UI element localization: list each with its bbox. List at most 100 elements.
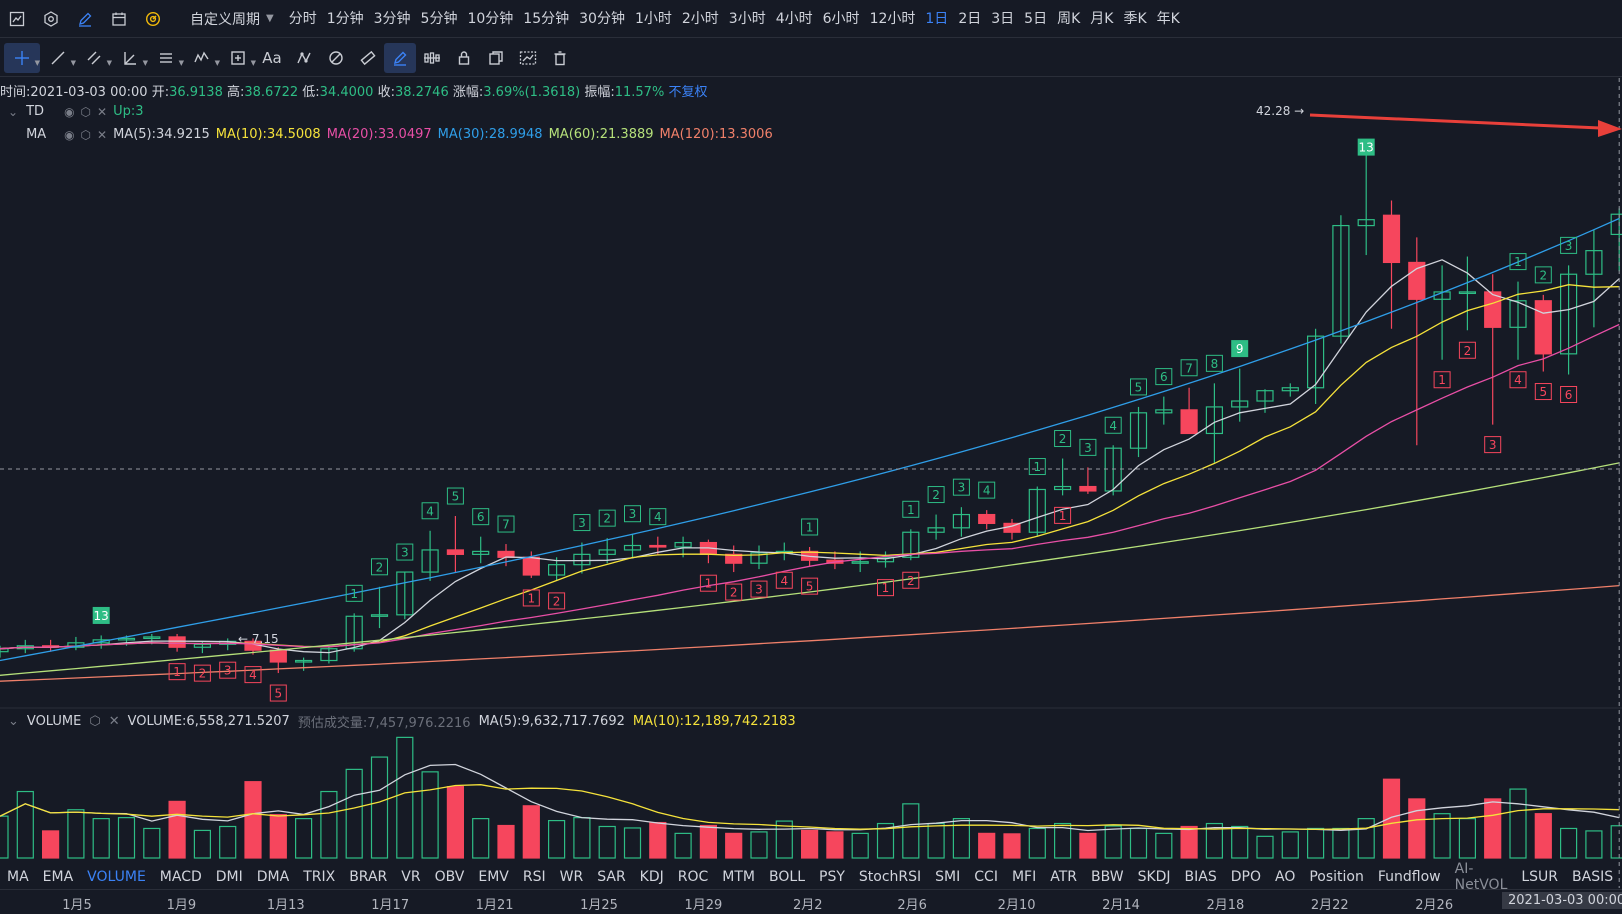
indicator-tab[interactable]: BRAR (349, 869, 388, 885)
settings-icon[interactable]: ⬡ (80, 127, 92, 142)
indicator-tab[interactable]: DPO (1230, 869, 1261, 885)
eye-icon[interactable]: ◉ (64, 127, 75, 142)
indicator-tab[interactable]: SAR (597, 869, 626, 885)
parallel-line-icon[interactable]: ▼ (76, 43, 112, 73)
wave-icon[interactable]: ▼ (184, 43, 220, 73)
price-chart[interactable]: 1 2 3 4 5 6 7 3 2 3 4 1 1 2 3 4 1 2 3 4 5 6 7 8 1 2 3 1 2 3 4 5 1 2 1 2 3 4 5 1… (0, 78, 1622, 888)
dropdown-caret-icon[interactable]: ▼ (178, 58, 184, 67)
angle-icon[interactable]: ▼ (112, 43, 148, 73)
close-icon[interactable]: ✕ (97, 127, 108, 142)
indicator-tab[interactable]: CCI (974, 869, 998, 885)
indicator-tab[interactable]: BIAS (1184, 869, 1217, 885)
period-tab[interactable]: 分时 (288, 10, 317, 27)
dropdown-caret-icon[interactable]: ▼ (214, 58, 220, 67)
period-tab[interactable]: 月K (1090, 10, 1114, 27)
period-tab[interactable]: 2小时 (681, 10, 719, 27)
trash-icon[interactable] (544, 43, 576, 73)
lock-icon[interactable] (448, 43, 480, 73)
dropdown-caret-icon[interactable]: ▼ (250, 58, 256, 67)
dropdown-caret-icon[interactable]: ▼ (142, 58, 148, 67)
period-tab[interactable]: 6小时 (822, 10, 860, 27)
indicator-tab[interactable]: AO (1275, 869, 1296, 885)
open-label: 开: (151, 85, 170, 100)
text-icon[interactable]: Aa (256, 43, 288, 73)
line-chart-icon[interactable] (0, 0, 34, 38)
indicator-tab[interactable]: OBV (434, 869, 465, 885)
indicator-tab[interactable]: MACD (159, 869, 202, 885)
indicator-tab[interactable]: SMI (935, 869, 961, 885)
period-tab[interactable]: 年K (1156, 10, 1180, 27)
indicator-tab[interactable]: VOLUME (87, 869, 146, 885)
hexagon-settings-icon[interactable] (34, 0, 68, 38)
indicator-tab[interactable]: MA (7, 869, 29, 885)
pattern-icon[interactable] (288, 43, 320, 73)
indicator-tab[interactable]: MTM (722, 869, 756, 885)
indicator-tab[interactable]: DMI (215, 869, 243, 885)
period-tab[interactable]: 1分钟 (326, 10, 364, 27)
gauge-icon[interactable] (136, 0, 170, 38)
period-tab[interactable]: 5分钟 (420, 10, 458, 27)
close-icon[interactable]: ✕ (108, 714, 120, 729)
dropdown-caret-icon[interactable]: ▼ (34, 58, 40, 67)
indicator-tab[interactable]: Position (1309, 869, 1364, 885)
crosshair-icon[interactable]: ▼ (4, 42, 40, 73)
layers-icon[interactable] (480, 43, 512, 73)
screenshot-icon[interactable] (512, 43, 544, 73)
indicator-tab[interactable]: BASIS (1572, 869, 1614, 885)
period-tab[interactable]: 1日 (925, 10, 949, 27)
trend-line-icon[interactable]: ▼ (40, 43, 76, 73)
horizontal-lines-icon[interactable]: ▼ (148, 43, 184, 73)
td-marker-box (1433, 371, 1451, 389)
indicator-tab[interactable]: VR (401, 869, 421, 885)
pen-icon[interactable] (68, 0, 102, 38)
collapse-chevron-icon[interactable]: ⌄ (8, 714, 19, 729)
custom-period-dropdown[interactable]: 自定义周期 ▼ (190, 9, 274, 29)
period-tab[interactable]: 10分钟 (467, 10, 514, 27)
indicator-tab[interactable]: TRIX (303, 869, 336, 885)
indicator-tab[interactable]: PSY (819, 869, 845, 885)
draw-mode-icon[interactable] (384, 42, 416, 73)
indicator-tab[interactable]: DMA (256, 869, 290, 885)
period-tab[interactable]: 周K (1057, 10, 1081, 27)
measure-icon[interactable]: ▼ (220, 43, 256, 73)
volume-bar (1053, 822, 1072, 859)
adjust-link[interactable]: 不复权 (668, 85, 708, 100)
indicator-tab[interactable]: BOLL (769, 869, 805, 885)
indicator-tab[interactable]: SKDJ (1137, 869, 1171, 885)
settings-icon[interactable]: ⬡ (80, 104, 92, 119)
period-tab[interactable]: 季K (1123, 10, 1147, 27)
magnet-icon[interactable] (320, 43, 352, 73)
eye-icon[interactable]: ◉ (64, 104, 75, 119)
calendar-icon[interactable] (102, 0, 136, 38)
indicator-tab[interactable]: KDJ (639, 869, 664, 885)
period-tab[interactable]: 12小时 (869, 10, 916, 27)
indicator-tab[interactable]: ROC (677, 869, 709, 885)
period-tab[interactable]: 3分钟 (373, 10, 411, 27)
collapse-chevron-icon[interactable]: ⌄ (8, 104, 19, 119)
fib-icon[interactable] (416, 43, 448, 73)
period-tab[interactable]: 3日 (991, 10, 1015, 27)
period-tab[interactable]: 3小时 (728, 10, 766, 27)
period-tab[interactable]: 5日 (1024, 10, 1048, 27)
dropdown-caret-icon[interactable]: ▼ (70, 58, 76, 67)
indicator-tab[interactable]: LSUR (1521, 869, 1559, 885)
indicator-tab[interactable]: ATR (1050, 869, 1077, 885)
period-tab[interactable]: 1小时 (634, 10, 672, 27)
indicator-tab[interactable]: Fundflow (1377, 869, 1441, 885)
indicator-tab[interactable]: EMA (42, 869, 74, 885)
indicator-tab[interactable]: RSI (522, 869, 546, 885)
indicator-tab[interactable]: MFI (1011, 869, 1037, 885)
indicator-tab[interactable]: EMV (478, 869, 509, 885)
period-tab[interactable]: 2日 (958, 10, 982, 27)
period-tab[interactable]: 4小时 (775, 10, 813, 27)
td-marker-label: 1 (1059, 509, 1067, 523)
close-icon[interactable]: ✕ (97, 104, 108, 119)
ruler-icon[interactable] (352, 43, 384, 73)
indicator-tab[interactable]: BBW (1091, 869, 1124, 885)
dropdown-caret-icon[interactable]: ▼ (106, 58, 112, 67)
settings-icon[interactable]: ⬡ (89, 714, 101, 729)
period-tab[interactable]: 30分钟 (579, 10, 625, 27)
indicator-tab[interactable]: StochRSI (858, 869, 922, 885)
period-tab[interactable]: 15分钟 (523, 10, 570, 27)
indicator-tab[interactable]: WR (559, 869, 584, 885)
